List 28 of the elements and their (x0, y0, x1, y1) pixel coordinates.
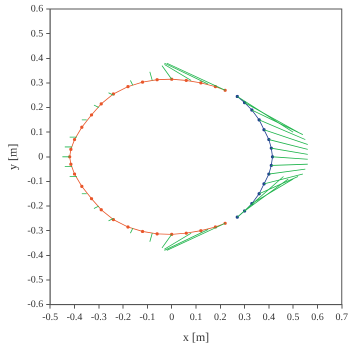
x-axis-title: x [m] (182, 330, 210, 344)
y-tick-label: -0.1 (27, 176, 44, 188)
y-tick-label: -0.3 (27, 225, 44, 236)
y-tick-label: 0.3 (30, 78, 44, 89)
x-tick-label: -0.2 (115, 312, 132, 324)
y-tick-label: -0.5 (27, 274, 44, 286)
y-tick-label: 0.5 (30, 28, 44, 40)
y-tick-label: 0.6 (30, 4, 44, 15)
y-tick-label: -0.2 (27, 200, 44, 212)
y-tick-label: -0.6 (27, 299, 44, 310)
x-tick-label: -0.5 (42, 312, 58, 324)
x-tick-label: 0.3 (238, 312, 251, 324)
y-tick-label: 0.2 (30, 102, 44, 114)
y-tick-label: 0.1 (30, 126, 44, 138)
x-tick-label: 0.1 (190, 312, 202, 324)
x-tick-label: -0.4 (66, 312, 82, 324)
x-tick-label: 0.5 (286, 312, 300, 324)
x-tick-label: 0 (169, 312, 174, 324)
x-tick-label: -0.1 (139, 312, 156, 324)
x-tick-label: 0.7 (336, 312, 348, 324)
x-tick-label: 0.6 (311, 312, 324, 324)
y-axis-title: y [m] (5, 144, 20, 170)
x-tick-label: 0.2 (214, 312, 227, 324)
y-tick-label: 0.4 (30, 52, 44, 64)
y-tick-label: -0.4 (27, 250, 44, 261)
x-tick-label: 0.4 (262, 312, 276, 324)
y-tick-label: 0 (38, 151, 44, 162)
x-tick-label: -0.3 (90, 312, 107, 324)
